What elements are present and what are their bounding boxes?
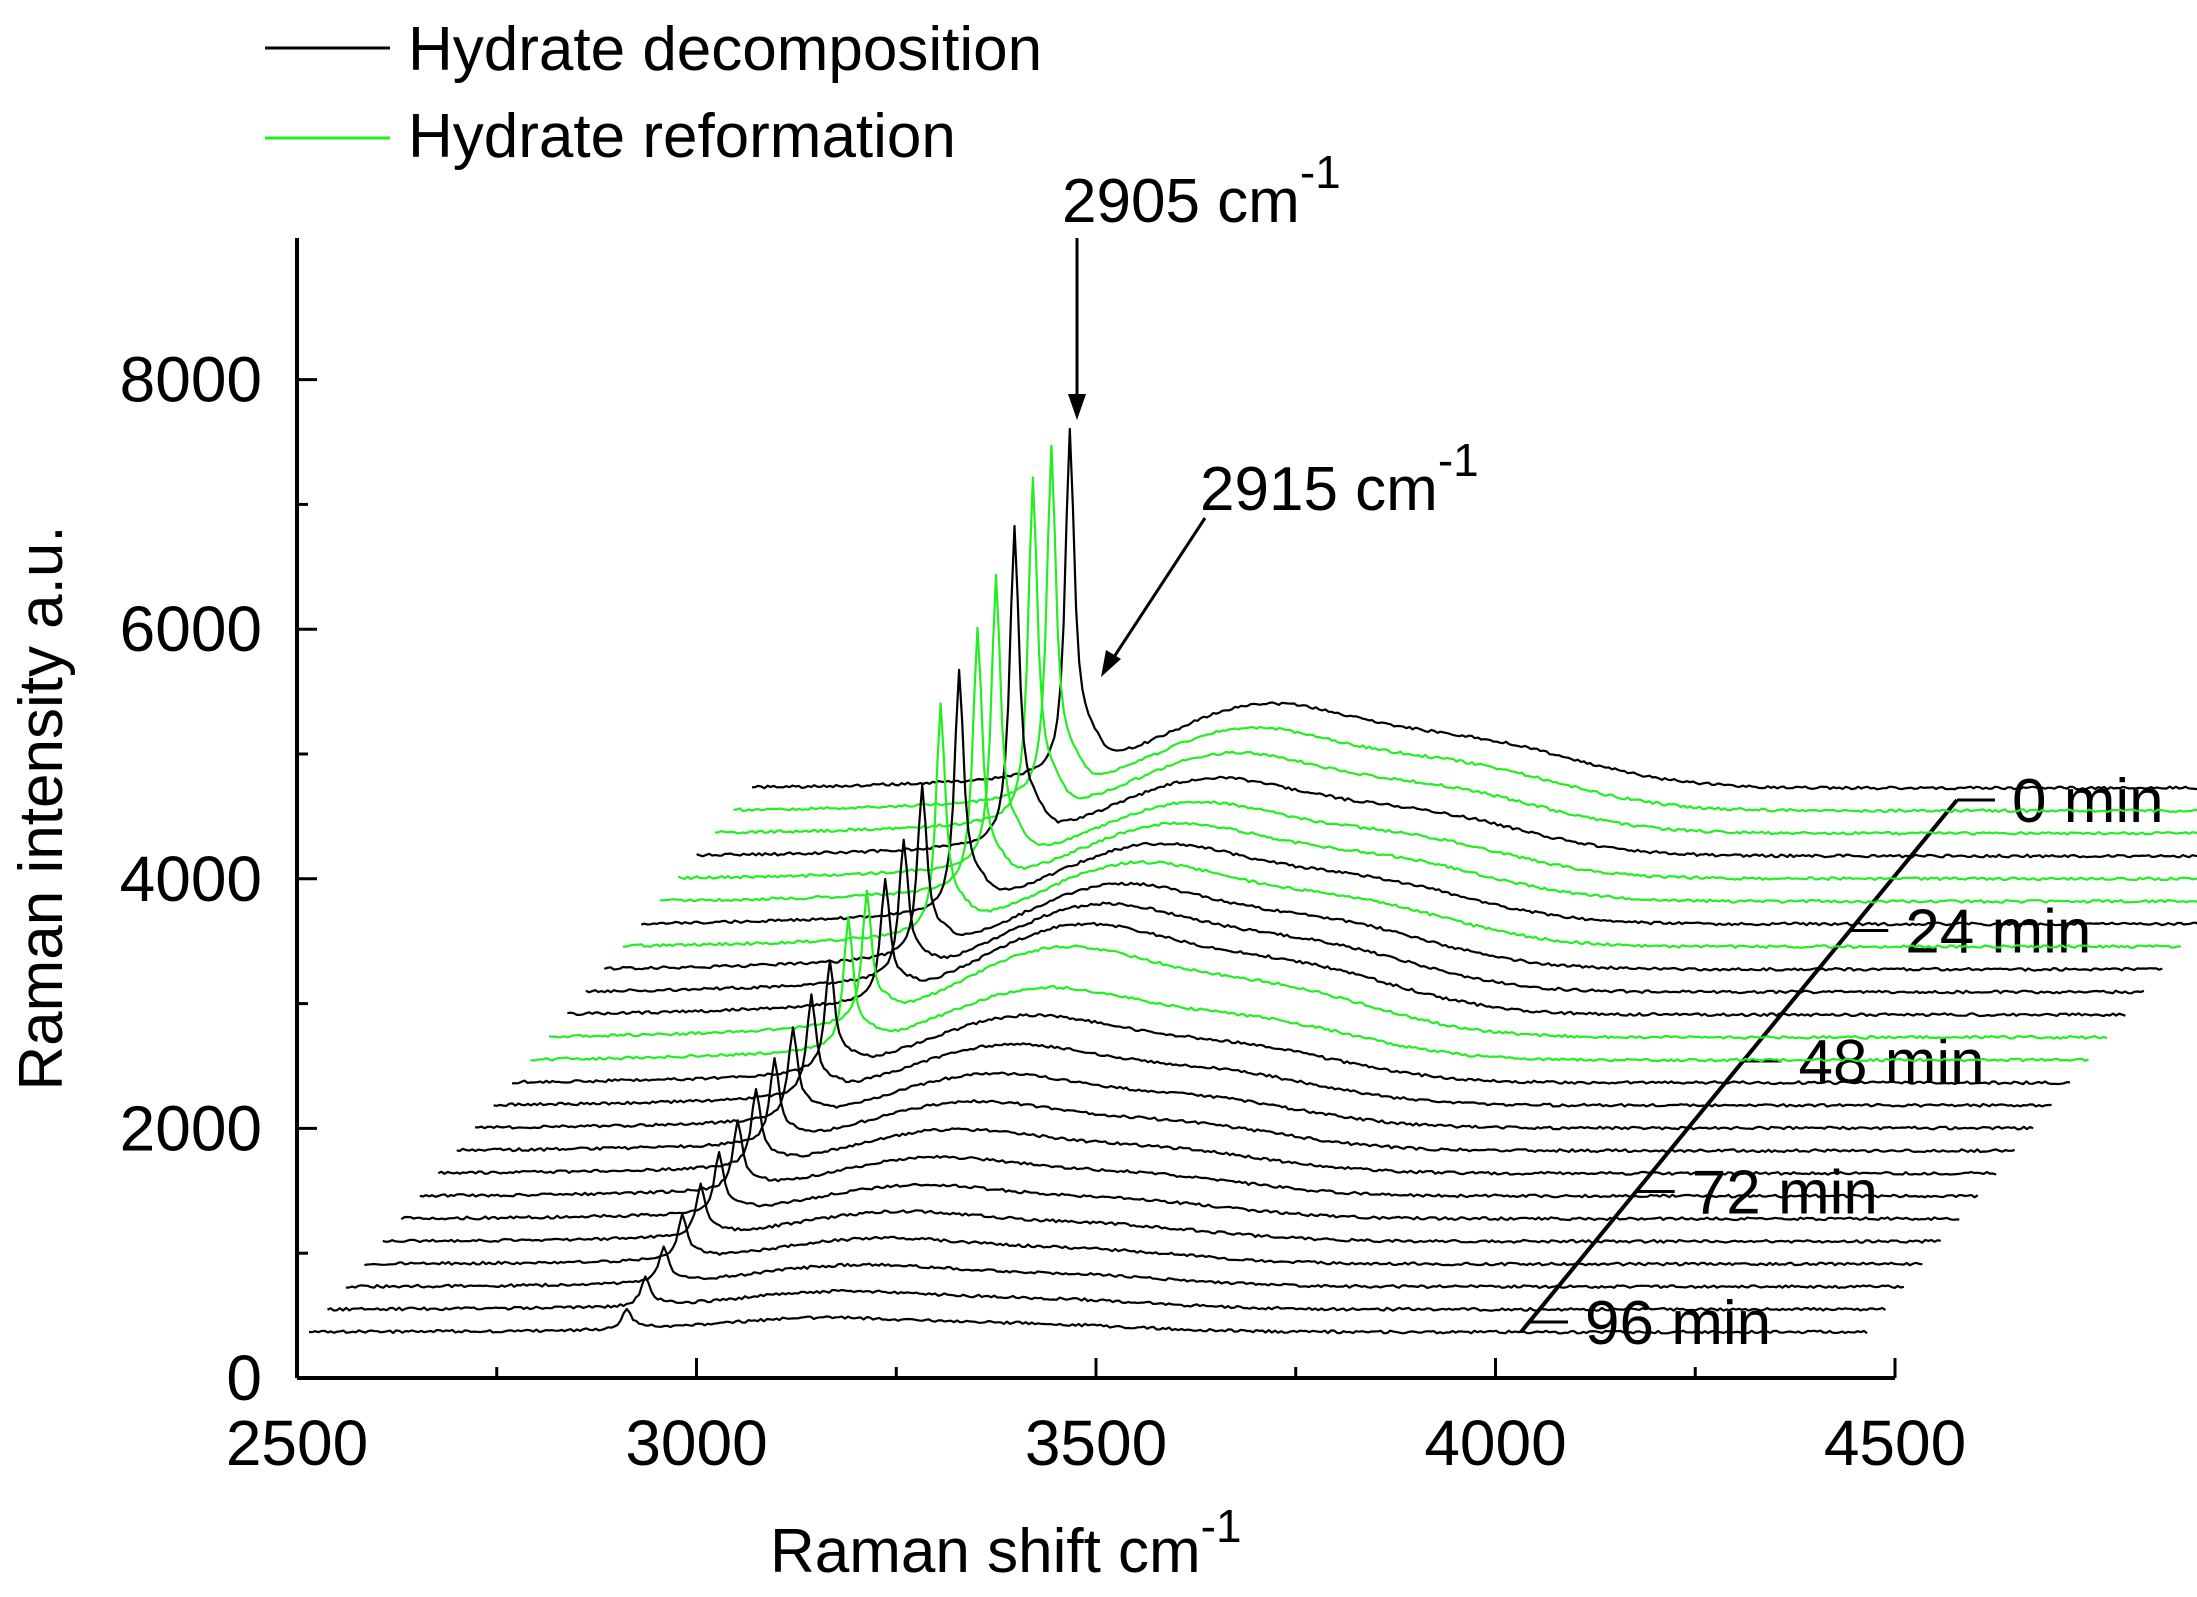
x-axis-title-sup: -1 [1201,1500,1242,1552]
spectrum-decomposition-88min [346,1247,1904,1289]
x-tick-label: 3000 [625,1407,767,1479]
spectrum-decomposition-84min [364,1214,1922,1266]
annotation-2915-sup: -1 [1438,434,1479,486]
annotation-2905-arrowhead [1068,394,1086,420]
x-tick-label: 3500 [1025,1407,1167,1479]
y-tick-label: 6000 [120,593,262,665]
legend-label-decomposition: Hydrate decomposition [408,15,1042,84]
spectrum-decomposition-24min [641,670,2197,926]
x-tick-label: 2500 [226,1407,368,1479]
spectra-series [309,429,2197,1333]
time-tick-label: 0 min [2012,767,2164,836]
annotation-2915-arrowhead [1101,650,1121,677]
spectrum-reformation-20min [660,628,2197,903]
svg-text:Raman shift cm-1: Raman shift cm-1 [770,1500,1242,1586]
svg-text:2905 cm-1: 2905 cm-1 [1062,146,1341,236]
annotation-2915: 2915 cm-1 [1101,434,1479,677]
time-tick-label: 96 min [1585,1289,1771,1358]
x-axis-title-text: Raman shift cm [770,1517,1201,1586]
y-tick-label: 0 [226,1342,262,1414]
legend-label-reformation: Hydrate reformation [408,102,956,171]
axes: 2500 3000 3500 4000 4500 0 2000 4000 6000 8000 0… [120,238,2164,1479]
spectrum-reformation-4min [734,446,2197,812]
annotation-2905-text: 2905 cm [1062,167,1300,236]
x-tick-label: 4500 [1824,1407,1966,1479]
time-tick-label: 24 min [1905,898,2091,967]
y-tick-label: 2000 [120,1092,262,1164]
legend: Hydrate decomposition Hydrate reformatio… [265,15,1042,171]
y-tick-label: 8000 [120,344,262,416]
annotation-2905-sup: -1 [1300,146,1341,198]
x-tick-label: 4000 [1424,1407,1566,1479]
spectrum-decomposition-12min [697,526,2197,857]
y-tick-label: 4000 [120,843,262,915]
annotation-2915-text: 2915 cm [1200,455,1438,524]
annotation-2905: 2905 cm-1 [1062,146,1341,420]
svg-text:2915 cm-1: 2915 cm-1 [1200,434,1479,524]
y-axis-title: Raman intensity a.u. [7,525,76,1090]
y-ticks: 0 2000 4000 6000 8000 [120,344,317,1414]
x-axis-title: Raman shift cm-1 [770,1500,1242,1586]
annotation-2915-arrow [1112,518,1205,660]
